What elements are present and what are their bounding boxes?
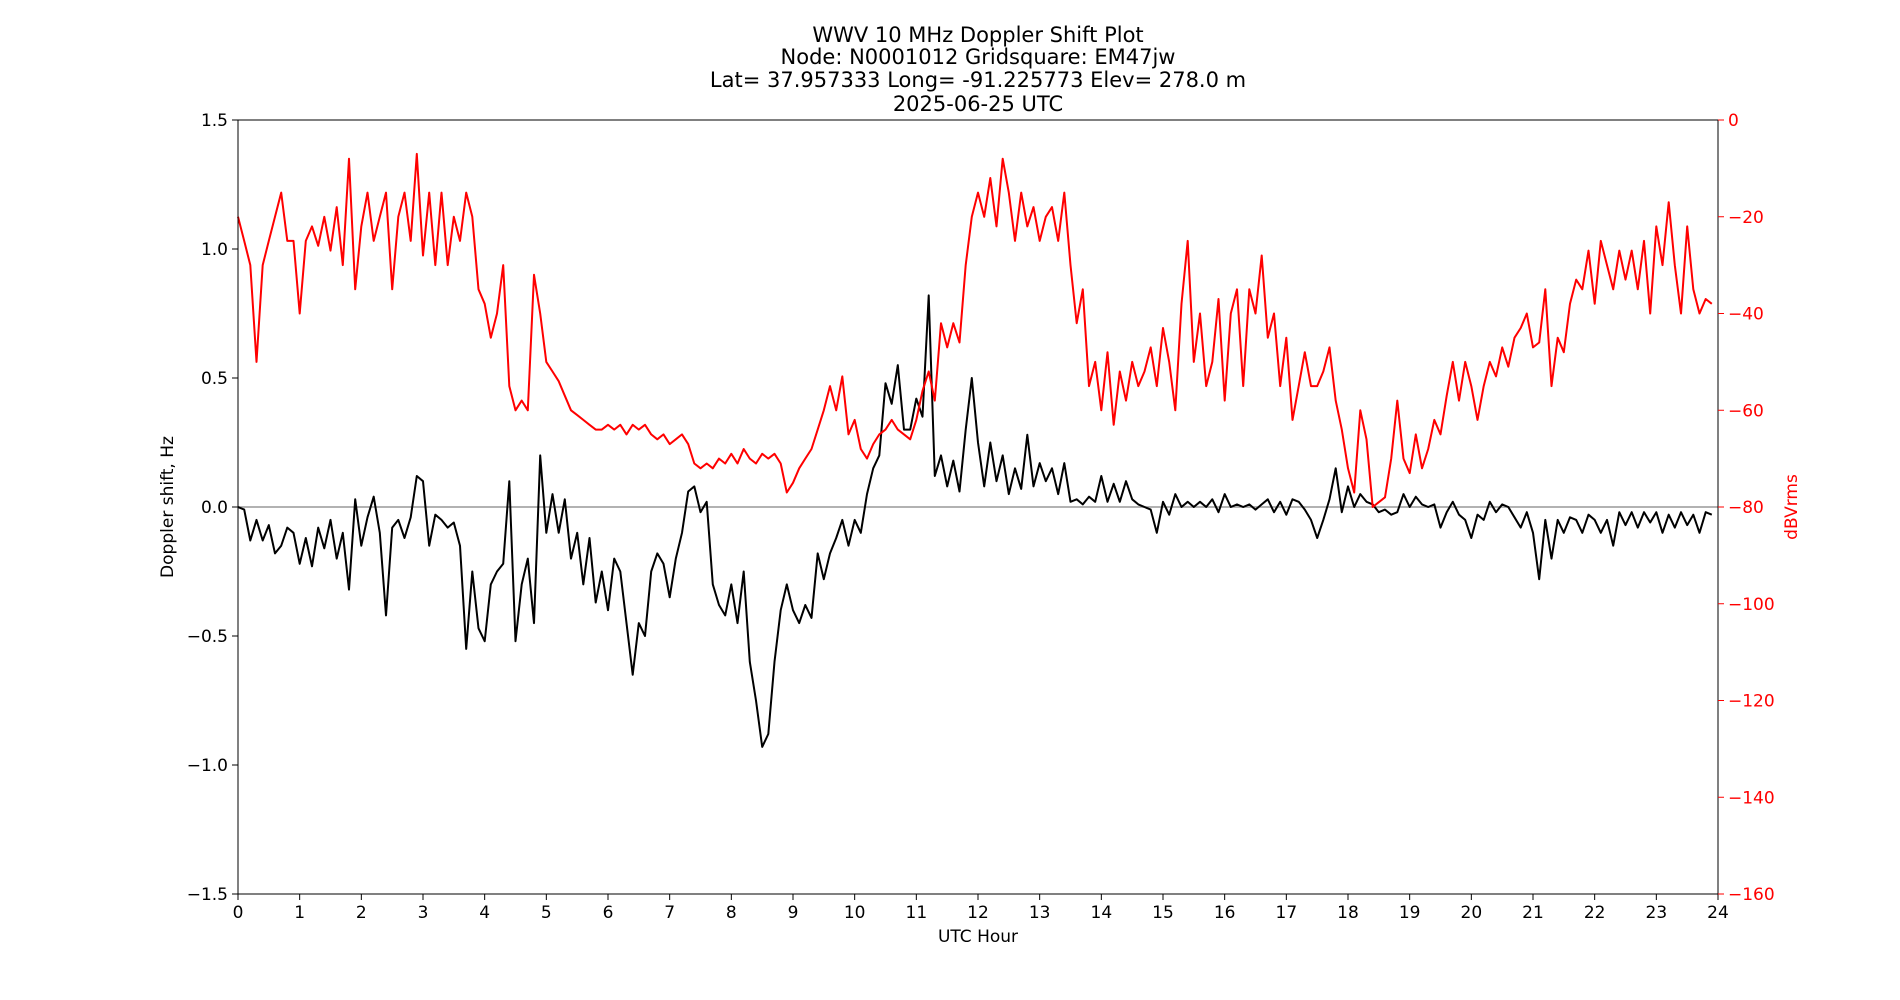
- x-tick-label: 9: [788, 903, 799, 923]
- x-tick-label: 23: [1646, 903, 1668, 923]
- series-line-power: [237, 152, 1713, 508]
- x-tick-label: 14: [1091, 903, 1113, 923]
- plot-area: [237, 152, 1718, 748]
- x-tick-label: 21: [1522, 903, 1544, 923]
- series-line-doppler: [237, 294, 1713, 748]
- y-axis-left: −1.5 −1.0 −0.5 0.0 0.5 1.0 1.5: [187, 111, 238, 905]
- title-line-3: Lat= 37.957333 Long= -91.225773 Elev= 27…: [710, 68, 1246, 92]
- y2-tick-label: −80: [1728, 498, 1764, 518]
- y-tick-label: −0.5: [187, 627, 228, 647]
- y2-tick-label: −20: [1728, 208, 1764, 228]
- x-tick-label: 11: [906, 903, 928, 923]
- y-tick-label: 0.5: [201, 369, 228, 389]
- y2-tick-label: 0: [1728, 111, 1739, 131]
- y2-tick-label: −120: [1728, 692, 1775, 712]
- x-axis: 0 1 2 3 4 5 6 7 8 9 10 11 12 13 14 15 16 17 18 19 20 21 22 23 24: [233, 894, 1729, 923]
- x-tick-label: 24: [1707, 903, 1729, 923]
- title-line-4: 2025-06-25 UTC: [893, 92, 1063, 116]
- x-tick-label: 7: [664, 903, 675, 923]
- y2-tick-label: −160: [1728, 885, 1775, 905]
- x-tick-label: 18: [1337, 903, 1359, 923]
- x-axis-label: UTC Hour: [938, 927, 1018, 947]
- chart-title: WWV 10 MHz Doppler Shift Plot Node: N000…: [710, 23, 1246, 116]
- x-tick-label: 12: [967, 903, 989, 923]
- title-line-1: WWV 10 MHz Doppler Shift Plot: [812, 23, 1143, 47]
- y-axis-label: Doppler shift, Hz: [158, 436, 178, 578]
- title-line-2: Node: N0001012 Gridsquare: EM47jw: [781, 45, 1176, 69]
- y-tick-label: 1.0: [201, 240, 228, 260]
- x-tick-label: 10: [844, 903, 866, 923]
- x-tick-label: 22: [1584, 903, 1606, 923]
- x-tick-label: 0: [233, 903, 244, 923]
- y-axis-right: −160 −140 −120 −100 −80 −60 −40 −20 0: [1718, 111, 1775, 905]
- x-tick-label: 3: [418, 903, 429, 923]
- x-tick-label: 15: [1152, 903, 1174, 923]
- x-tick-label: 19: [1399, 903, 1421, 923]
- y2-tick-label: −40: [1728, 305, 1764, 325]
- y2-axis-label: dBVrms: [1782, 474, 1802, 540]
- x-tick-label: 8: [726, 903, 737, 923]
- x-tick-label: 13: [1029, 903, 1051, 923]
- y2-tick-label: −60: [1728, 401, 1764, 421]
- x-tick-label: 4: [479, 903, 490, 923]
- y2-tick-label: −140: [1728, 788, 1775, 808]
- x-tick-label: 20: [1461, 903, 1483, 923]
- y-tick-label: −1.0: [187, 756, 228, 776]
- x-tick-label: 5: [541, 903, 552, 923]
- x-tick-label: 2: [356, 903, 367, 923]
- y-tick-label: −1.5: [187, 885, 228, 905]
- y-tick-label: 1.5: [201, 111, 228, 131]
- y-tick-label: 0.0: [201, 498, 228, 518]
- x-tick-label: 1: [294, 903, 305, 923]
- x-tick-label: 6: [603, 903, 614, 923]
- y2-tick-label: −100: [1728, 595, 1775, 615]
- x-tick-label: 17: [1276, 903, 1298, 923]
- x-tick-label: 16: [1214, 903, 1236, 923]
